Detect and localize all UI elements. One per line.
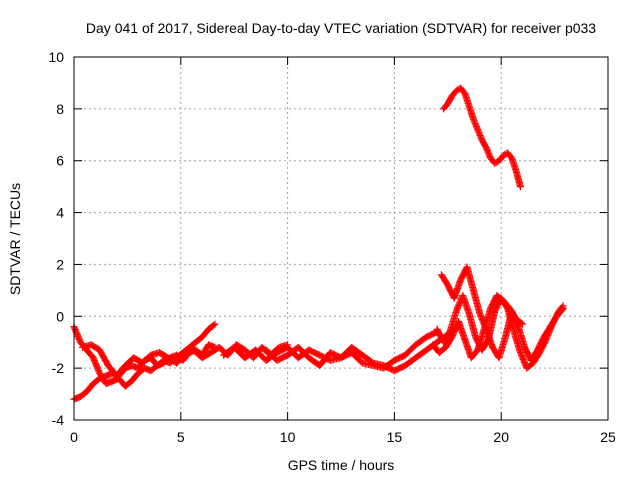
chart-title: Day 041 of 2017, Sidereal Day-to-day VTE…	[86, 20, 596, 36]
y-axis-label: SDTVAR / TECUs	[7, 183, 23, 295]
data-point	[473, 124, 481, 132]
x-axis-label: GPS time / hours	[288, 457, 395, 473]
data-point	[210, 321, 218, 329]
x-tick-label: 10	[280, 429, 296, 445]
y-tick-label: 10	[48, 49, 64, 65]
y-tick-label: 4	[56, 205, 64, 221]
data-point	[483, 145, 491, 153]
data-point	[484, 148, 492, 156]
y-tick-label: -4	[52, 412, 65, 428]
x-tick-label: 0	[70, 429, 78, 445]
data-point	[517, 319, 525, 327]
data-point	[471, 120, 479, 128]
y-tick-label: 0	[56, 308, 64, 324]
data-point	[475, 129, 483, 137]
data-point	[483, 147, 491, 155]
y-tick-label: 8	[56, 101, 64, 117]
series-high-arc	[440, 84, 524, 191]
data-point	[476, 130, 484, 138]
data-point	[559, 305, 567, 313]
grid	[74, 57, 608, 420]
data-point	[558, 306, 566, 314]
series-late-c	[429, 292, 527, 362]
x-tick-label: 15	[387, 429, 403, 445]
data-point	[470, 117, 478, 125]
ticks: 0 5 10 15 20 25 -4 -2 0 2 4 6 8 10	[48, 49, 616, 445]
data-point	[485, 151, 493, 159]
series-low-cluster-c	[79, 341, 292, 380]
data-point	[474, 127, 482, 135]
data-point	[519, 320, 527, 328]
data-point	[516, 183, 524, 191]
x-tick-label: 5	[177, 429, 185, 445]
data-point	[482, 144, 490, 152]
data-point	[469, 115, 477, 123]
data-point	[485, 150, 493, 158]
series-late-b	[437, 263, 567, 364]
data-point	[472, 123, 480, 131]
y-tick-label: 6	[56, 153, 64, 169]
y-tick-label: 2	[56, 256, 64, 272]
data-point	[472, 121, 480, 129]
plot-border	[73, 56, 609, 421]
data-point	[474, 126, 482, 134]
x-tick-label: 20	[493, 429, 509, 445]
data-point	[476, 132, 484, 140]
y-tick-label: -2	[52, 360, 65, 376]
data-point	[477, 133, 485, 141]
x-tick-label: 25	[600, 429, 616, 445]
data-point	[211, 320, 219, 328]
data-point	[471, 118, 479, 126]
